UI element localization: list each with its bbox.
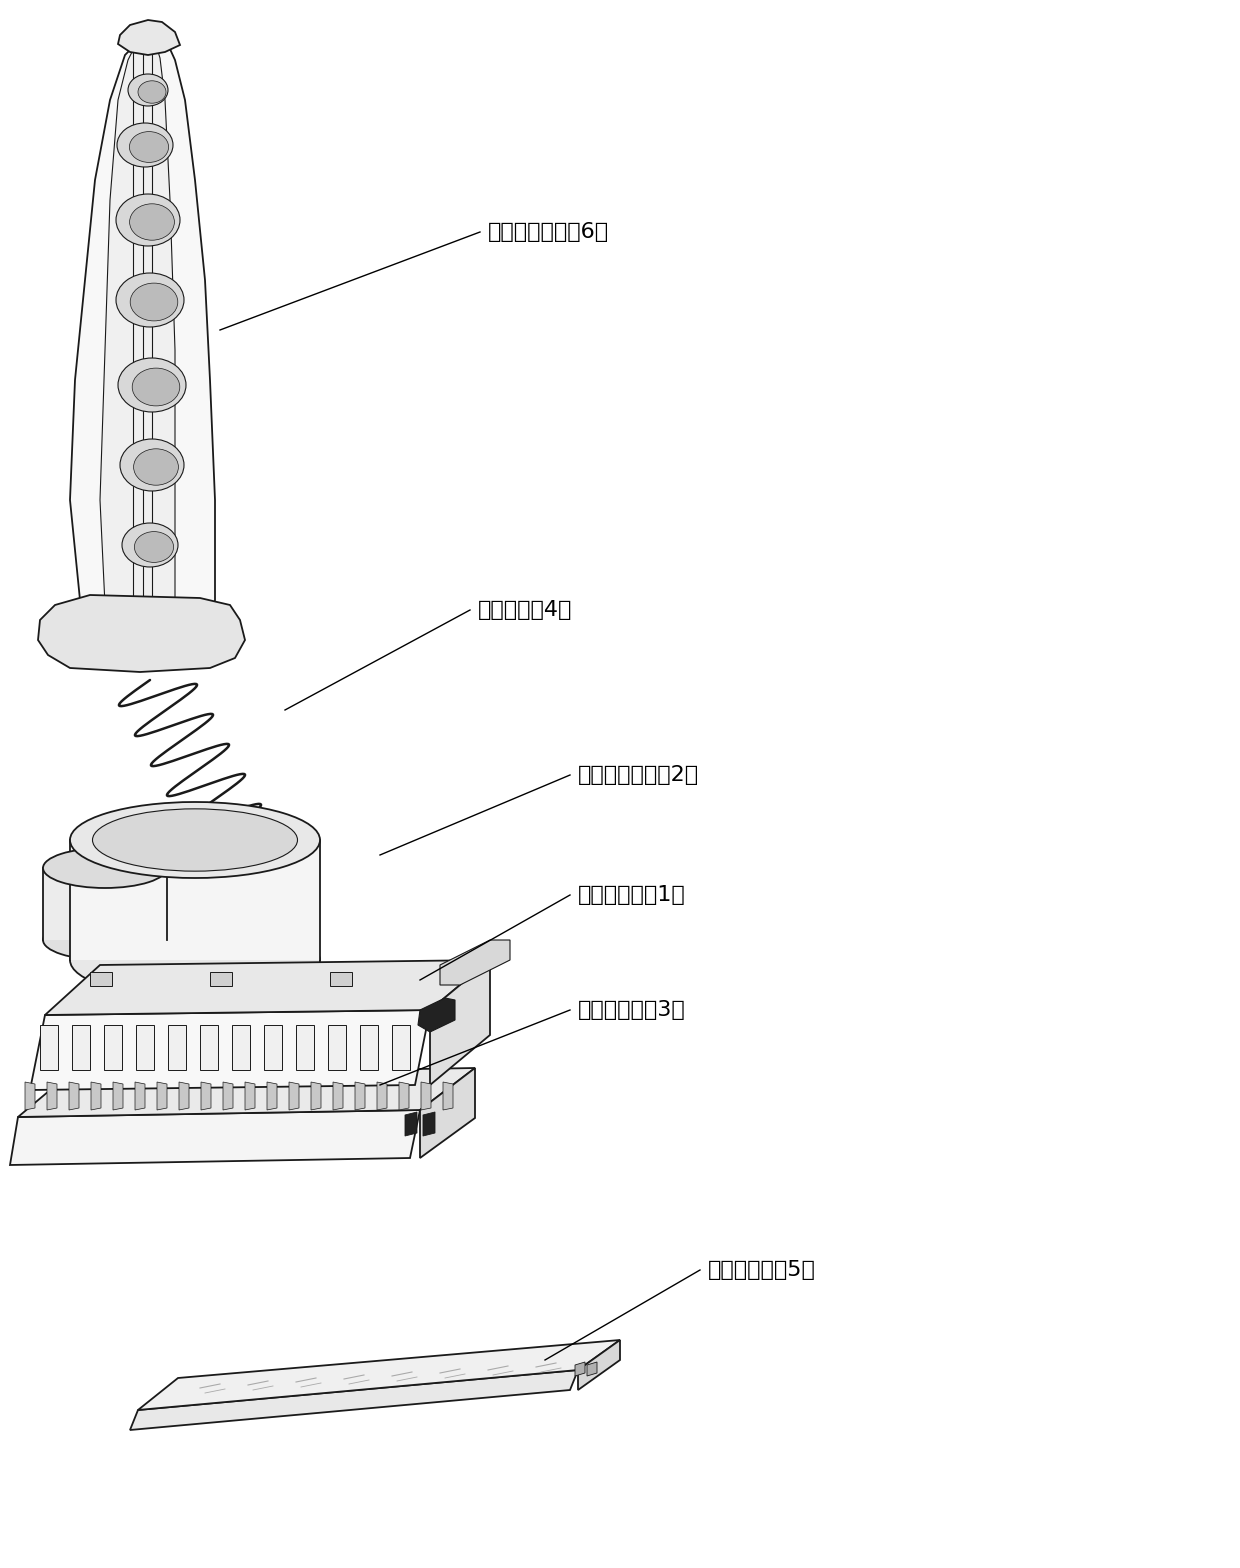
Polygon shape <box>311 1082 321 1110</box>
Polygon shape <box>430 960 490 1085</box>
Polygon shape <box>69 1082 79 1110</box>
Polygon shape <box>232 1025 250 1069</box>
Polygon shape <box>200 1025 218 1069</box>
Ellipse shape <box>138 82 166 103</box>
Text: 双工器盖板（5）: 双工器盖板（5） <box>708 1261 816 1279</box>
Polygon shape <box>179 1082 188 1110</box>
Ellipse shape <box>93 809 298 872</box>
Ellipse shape <box>120 439 184 491</box>
Polygon shape <box>329 1025 346 1069</box>
Polygon shape <box>296 1025 314 1069</box>
Text: 天线介质支撑（6）: 天线介质支撑（6） <box>489 223 609 241</box>
Polygon shape <box>423 1112 435 1135</box>
Polygon shape <box>135 1082 145 1110</box>
Polygon shape <box>377 1082 387 1110</box>
Polygon shape <box>91 972 112 986</box>
Polygon shape <box>40 1025 58 1069</box>
Polygon shape <box>264 1025 281 1069</box>
Polygon shape <box>55 34 215 662</box>
Ellipse shape <box>130 284 177 321</box>
Polygon shape <box>91 1082 100 1110</box>
Ellipse shape <box>117 122 174 168</box>
Polygon shape <box>443 1082 453 1110</box>
Polygon shape <box>334 1082 343 1110</box>
Polygon shape <box>25 1082 35 1110</box>
Ellipse shape <box>134 532 174 563</box>
Polygon shape <box>360 1025 378 1069</box>
Ellipse shape <box>117 273 184 328</box>
Polygon shape <box>43 869 167 939</box>
Polygon shape <box>167 1025 186 1069</box>
Polygon shape <box>72 1025 91 1069</box>
Polygon shape <box>246 1082 255 1110</box>
Polygon shape <box>418 997 455 1032</box>
Text: 双工器腔体（1）: 双工器腔体（1） <box>578 884 686 905</box>
Polygon shape <box>223 1082 233 1110</box>
Polygon shape <box>95 38 175 635</box>
Polygon shape <box>69 840 320 960</box>
Text: 谺旋馈源杯体（2）: 谺旋馈源杯体（2） <box>578 765 699 786</box>
Polygon shape <box>399 1082 409 1110</box>
Polygon shape <box>138 1341 620 1410</box>
Text: 公共谐振杆（3）: 公共谐振杆（3） <box>578 1000 686 1021</box>
Text: 谺旋天线（4）: 谺旋天线（4） <box>477 601 573 619</box>
Polygon shape <box>392 1025 410 1069</box>
Ellipse shape <box>122 524 179 568</box>
Polygon shape <box>440 939 510 985</box>
Polygon shape <box>405 1112 417 1135</box>
Polygon shape <box>587 1363 596 1377</box>
Ellipse shape <box>43 920 167 960</box>
Polygon shape <box>19 1068 475 1116</box>
Ellipse shape <box>118 358 186 412</box>
Polygon shape <box>130 1370 578 1430</box>
Polygon shape <box>113 1082 123 1110</box>
Polygon shape <box>330 972 352 986</box>
Polygon shape <box>289 1082 299 1110</box>
Ellipse shape <box>130 204 175 240</box>
Ellipse shape <box>134 448 179 485</box>
Polygon shape <box>30 1010 430 1090</box>
Polygon shape <box>355 1082 365 1110</box>
Ellipse shape <box>69 801 320 878</box>
Polygon shape <box>104 1025 122 1069</box>
Polygon shape <box>118 20 180 55</box>
Polygon shape <box>45 960 490 1014</box>
Polygon shape <box>47 1082 57 1110</box>
Polygon shape <box>210 972 232 986</box>
Polygon shape <box>578 1341 620 1389</box>
Ellipse shape <box>69 922 320 997</box>
Ellipse shape <box>43 848 167 887</box>
Polygon shape <box>267 1082 277 1110</box>
Ellipse shape <box>117 194 180 246</box>
Polygon shape <box>136 1025 154 1069</box>
Polygon shape <box>10 1110 420 1165</box>
Polygon shape <box>201 1082 211 1110</box>
Polygon shape <box>422 1082 432 1110</box>
Ellipse shape <box>128 74 167 107</box>
Polygon shape <box>575 1363 585 1377</box>
Polygon shape <box>420 1068 475 1159</box>
Polygon shape <box>157 1082 167 1110</box>
Ellipse shape <box>133 368 180 406</box>
Polygon shape <box>38 594 246 673</box>
Ellipse shape <box>129 132 169 163</box>
